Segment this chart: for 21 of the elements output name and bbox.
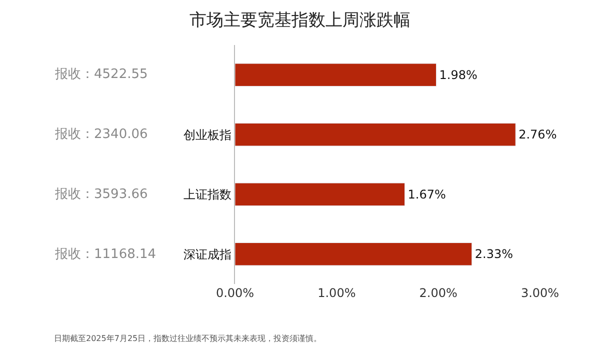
x-tick-label: 3.00% <box>520 286 560 300</box>
data-label: 1.98% <box>439 68 478 82</box>
data-label: 2.76% <box>518 128 557 142</box>
text: 报收：3593.66 <box>54 187 148 202</box>
chart-title: 市场主要宽基指数上周涨跌幅 <box>190 10 410 31</box>
y-tick-label: 深证成指 <box>184 247 232 262</box>
x-tick-label: 1.00% <box>318 286 356 300</box>
bar <box>235 182 406 206</box>
bar <box>235 63 437 86</box>
y-tick-label: 上证指数 <box>184 188 232 202</box>
x-tick-label: 0.00% <box>216 286 254 300</box>
bar <box>235 242 472 266</box>
bar <box>235 123 516 146</box>
data-label: 1.67% <box>408 187 446 202</box>
data-label: 2.33% <box>474 247 514 262</box>
text: 报收：11168.14 <box>54 247 156 262</box>
text: 报收：4522.55 <box>54 67 148 82</box>
text: 日期截至2025年7月25日，指数过往业绩不预示其未来表现，投资须谨慎。 <box>54 334 322 343</box>
text: 报收：2340.06 <box>54 127 148 142</box>
y-tick-label: 创业板指 <box>184 128 232 142</box>
x-tick-label: 2.00% <box>419 286 458 300</box>
